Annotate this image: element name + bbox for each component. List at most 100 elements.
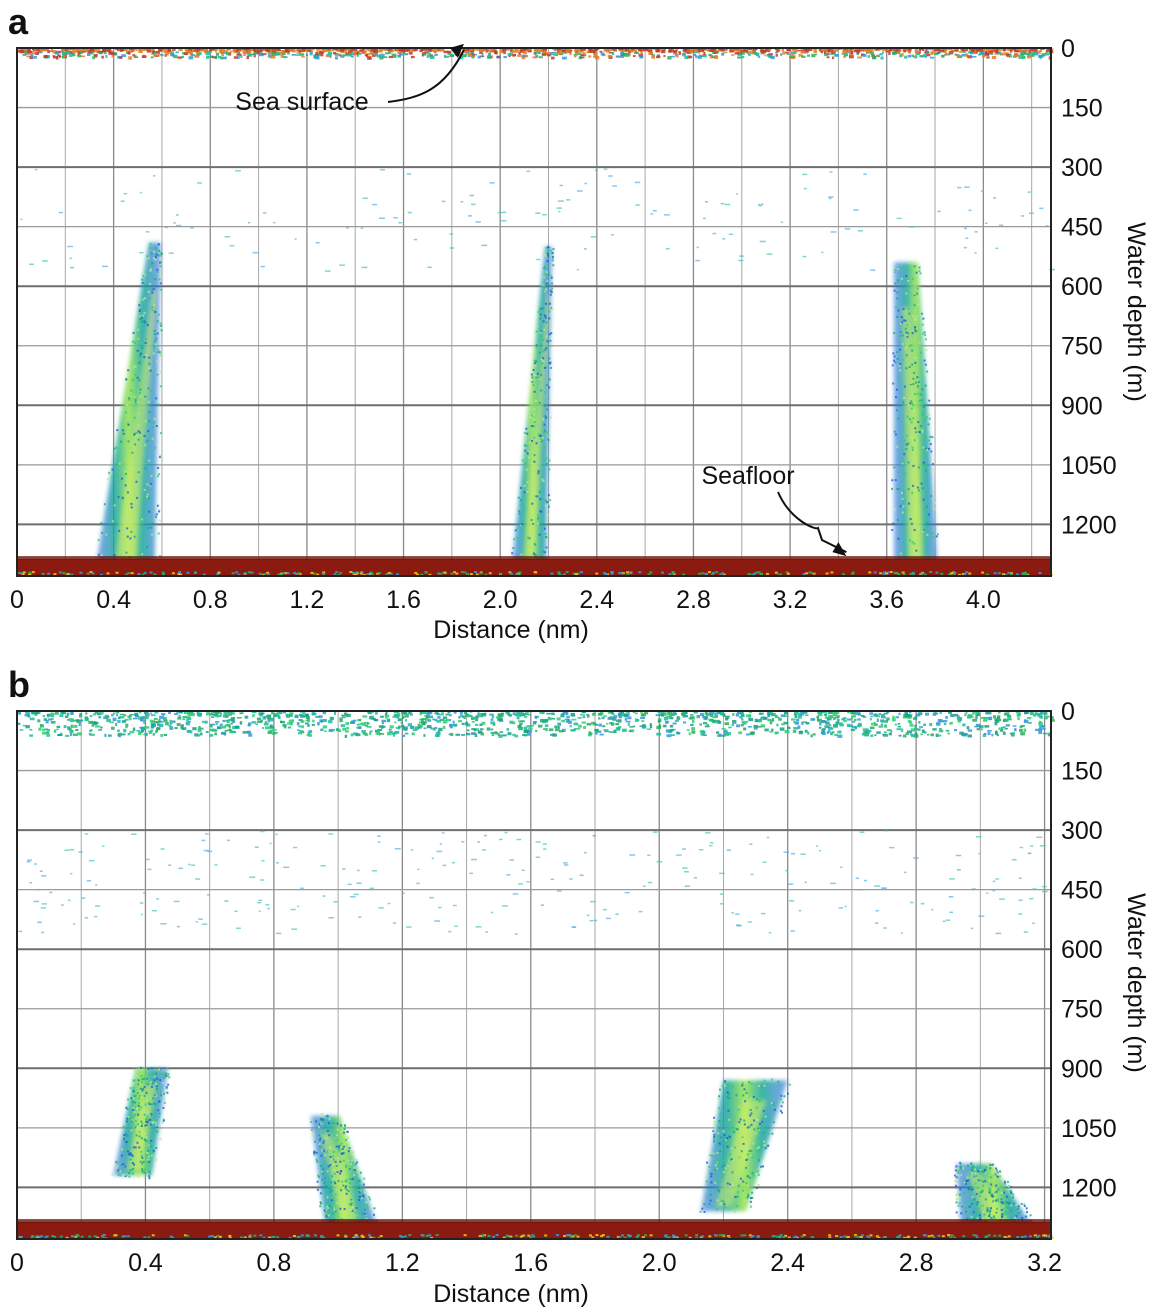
plume-speck — [544, 536, 547, 539]
plume-speck — [155, 424, 158, 427]
surface-echo — [93, 51, 96, 54]
scatter-echo — [18, 930, 23, 933]
seafloor-speck — [1024, 571, 1028, 574]
surface-echo — [1024, 711, 1028, 714]
surface-echo — [897, 725, 902, 728]
surface-echo — [201, 720, 205, 724]
plume-speck — [930, 494, 933, 497]
scatter-echo — [589, 920, 594, 922]
scatter-echo — [346, 227, 349, 229]
seafloor-speck — [701, 572, 705, 575]
surface-echo — [360, 722, 363, 725]
surface-echo — [619, 711, 625, 714]
surface-echo — [256, 717, 262, 721]
surface-echo — [803, 48, 806, 51]
surface-echo — [342, 727, 347, 731]
seafloor-speck — [715, 571, 719, 574]
surface-echo — [485, 50, 488, 53]
surface-echo — [34, 52, 39, 56]
surface-echo — [832, 712, 838, 717]
scatter-echo — [699, 848, 704, 851]
plume-speck — [318, 1138, 321, 1141]
surface-echo — [579, 56, 585, 59]
plume-speck — [894, 508, 897, 511]
surface-echo — [208, 48, 213, 52]
surface-echo — [377, 728, 383, 732]
surface-echo — [875, 48, 879, 51]
plume-speck — [762, 1131, 765, 1134]
plume-speck — [322, 1167, 325, 1170]
surface-echo — [185, 721, 190, 726]
plume-speck — [120, 1164, 123, 1167]
plume-speck — [143, 1077, 146, 1080]
surface-echo — [911, 54, 914, 57]
surface-echo — [713, 712, 717, 716]
scatter-echo — [828, 196, 834, 198]
surface-echo — [158, 48, 163, 52]
surface-echo — [320, 52, 324, 57]
surface-echo — [831, 56, 835, 60]
scatter-echo — [624, 891, 630, 894]
surface-echo — [273, 714, 277, 718]
surface-echo — [798, 731, 804, 735]
surface-echo — [985, 711, 989, 715]
scatter-echo — [504, 831, 508, 834]
plume-speck — [545, 288, 548, 291]
plume-speck — [151, 288, 154, 291]
plume-speck — [897, 309, 900, 312]
surface-echo — [409, 48, 413, 51]
plume-speck — [326, 1196, 329, 1199]
scatter-echo — [356, 882, 362, 884]
surface-echo — [998, 718, 1002, 722]
scatter-echo — [188, 863, 191, 866]
surface-echo — [101, 55, 104, 59]
surface-echo — [537, 724, 543, 728]
surface-echo — [959, 731, 964, 735]
plume-speck — [142, 298, 145, 301]
plume-speck — [100, 554, 103, 557]
plume-speck — [549, 366, 552, 369]
surface-echo — [402, 734, 406, 737]
surface-echo — [316, 51, 320, 54]
plume-speck — [117, 1173, 120, 1176]
surface-echo — [967, 51, 971, 54]
plume-speck — [358, 1196, 361, 1199]
surface-echo — [553, 51, 558, 54]
surface-echo — [991, 50, 996, 52]
plume-speck — [751, 1172, 754, 1175]
seafloor-speck — [909, 572, 913, 575]
surface-echo — [617, 719, 622, 723]
plume-speck — [756, 1149, 759, 1152]
surface-echo — [863, 731, 866, 734]
seafloor-speck — [31, 571, 35, 574]
plume-speck — [742, 1189, 745, 1192]
plume-speck — [896, 351, 899, 354]
plume-speck — [345, 1178, 348, 1181]
surface-echo — [305, 54, 309, 56]
surface-echo — [63, 55, 66, 59]
plume-speck — [163, 1076, 166, 1079]
surface-echo — [833, 48, 837, 52]
surface-echo — [984, 50, 988, 53]
surface-echo — [204, 720, 208, 724]
scatter-echo — [963, 227, 967, 230]
surface-echo — [1033, 713, 1037, 717]
plume-speck — [921, 323, 924, 326]
scatter-echo — [584, 852, 587, 854]
surface-echo — [89, 715, 93, 717]
plume-speck — [320, 1122, 323, 1125]
plume-speck — [317, 1174, 320, 1177]
plume-speck — [760, 1165, 763, 1168]
surface-echo — [1022, 53, 1025, 56]
plume-speck — [539, 331, 542, 334]
surface-echo — [1047, 732, 1051, 735]
seafloor-speck — [450, 572, 454, 575]
plume-speck — [924, 338, 927, 341]
plume-core — [320, 1132, 360, 1222]
plume-speck — [146, 255, 149, 258]
surface-echo — [269, 48, 273, 51]
scatter-echo — [603, 168, 608, 170]
surface-echo — [735, 713, 740, 717]
seafloor-speck — [387, 571, 391, 574]
plume-speck — [905, 354, 908, 357]
